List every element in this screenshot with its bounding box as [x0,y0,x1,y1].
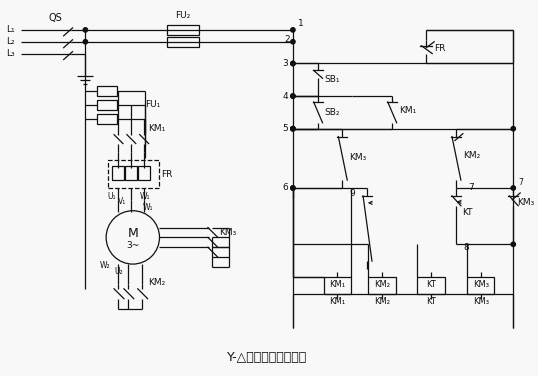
Text: KM₂: KM₂ [374,297,390,306]
Text: L₁: L₁ [6,26,15,34]
Bar [97,114,117,124]
Text: 5: 5 [282,124,288,133]
Circle shape [511,127,515,131]
Bar [112,166,124,180]
Text: 7: 7 [518,177,523,186]
Circle shape [291,61,295,66]
Text: KT: KT [426,280,436,290]
Circle shape [291,94,295,98]
Text: W₁: W₁ [143,203,153,212]
Bar [108,160,159,188]
Text: KM₁: KM₁ [147,124,165,133]
Text: KT: KT [462,208,472,217]
Bar [368,277,395,294]
Bar [167,25,199,35]
Circle shape [291,127,295,131]
Circle shape [291,39,295,44]
Text: KM₃: KM₃ [349,153,366,162]
Text: 1: 1 [298,20,303,29]
Bar [97,100,117,110]
Circle shape [511,242,515,247]
Circle shape [291,127,295,131]
Text: 7: 7 [468,183,473,193]
Text: KM₁: KM₁ [399,106,416,115]
Text: 3: 3 [282,59,288,68]
Text: QS: QS [49,13,62,23]
Text: SB₁: SB₁ [324,75,340,84]
Circle shape [291,186,295,190]
Text: W₂: W₂ [100,261,111,270]
Text: V₁: V₁ [118,197,126,206]
Circle shape [83,39,88,44]
Text: KM₂: KM₂ [147,278,165,287]
Circle shape [511,186,515,190]
Text: W₁: W₁ [140,193,150,202]
Text: Y-△降压启动控制线路: Y-△降压启动控制线路 [227,352,307,364]
Text: KM₁: KM₁ [329,280,345,290]
Text: FU₂: FU₂ [175,11,191,20]
Circle shape [291,61,295,66]
Text: M: M [128,227,138,240]
Text: KM₂: KM₂ [463,151,480,160]
Text: KM₂: KM₂ [374,280,390,290]
Circle shape [291,186,295,190]
Text: 6: 6 [282,183,288,193]
Bar [97,86,117,96]
Circle shape [291,94,295,98]
Bar [467,277,494,294]
Bar [323,277,351,294]
Text: 3~: 3~ [126,241,139,250]
Text: KM₃: KM₃ [473,280,489,290]
Text: FR: FR [434,44,445,53]
Circle shape [291,127,295,131]
Text: SB₂: SB₂ [324,108,340,117]
Text: KM₃: KM₃ [219,228,236,237]
Text: KT: KT [426,297,436,306]
Text: FR: FR [161,170,173,179]
Text: 4: 4 [282,92,288,101]
Text: L₂: L₂ [6,37,15,46]
Bar [138,166,150,180]
Text: 9: 9 [349,190,355,199]
Bar [125,166,137,180]
Bar [417,277,445,294]
Text: 8: 8 [464,243,470,252]
Text: KM₁: KM₁ [329,297,345,306]
Text: FU₁: FU₁ [145,100,160,109]
Circle shape [83,28,88,32]
Text: 2: 2 [284,35,290,44]
Text: KM₃: KM₃ [517,198,534,207]
Text: U₁: U₁ [107,193,116,202]
Text: L₃: L₃ [6,49,15,58]
Circle shape [291,28,295,32]
Text: KM₃: KM₃ [473,297,489,306]
Bar [167,37,199,47]
Text: U₂: U₂ [114,267,123,276]
